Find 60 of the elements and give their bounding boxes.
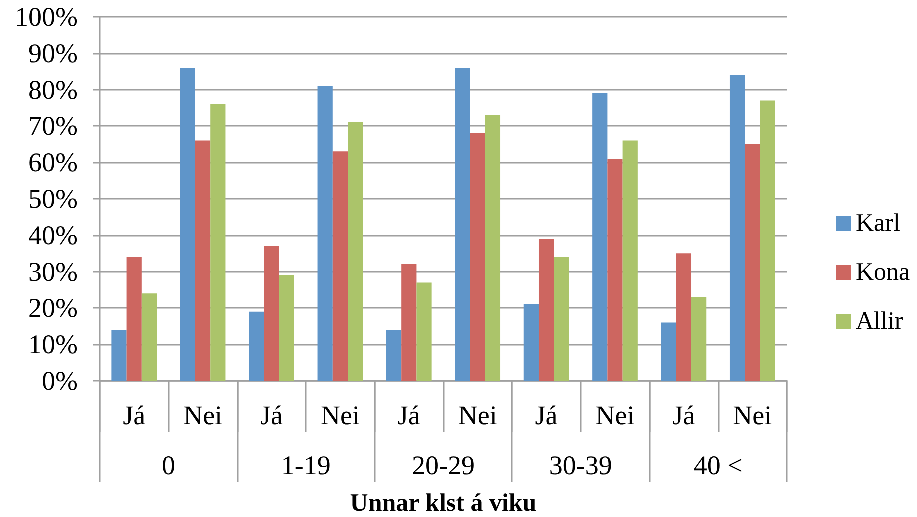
bar [524, 304, 539, 381]
bar [279, 275, 294, 381]
bar [348, 122, 364, 381]
bar [112, 330, 127, 381]
y-tick-label: 90% [28, 38, 78, 68]
bar [249, 312, 264, 381]
bar [745, 144, 760, 381]
bar [538, 239, 554, 381]
text: 30-39 [549, 450, 612, 480]
y-tick-label: 30% [28, 256, 78, 287]
bar [402, 264, 417, 381]
bar [386, 330, 402, 381]
y-tick-label: 50% [28, 184, 78, 214]
bar [416, 282, 432, 381]
bar [470, 133, 486, 381]
bar [554, 257, 570, 381]
x-tick-label: Nei [184, 400, 223, 430]
text: 1-19 [281, 450, 331, 480]
y-tick-label: 80% [28, 74, 78, 105]
x-tick-label: Nei [320, 400, 360, 430]
y-tick-label: 10% [28, 330, 78, 360]
y-tick-label: 0% [42, 366, 78, 396]
bar [760, 100, 776, 381]
x-axis-title: Unnar klst á viku [350, 490, 537, 517]
bar [661, 322, 676, 381]
bar [195, 140, 211, 381]
bar [676, 254, 692, 381]
legend-label: Allir [856, 308, 904, 335]
text: 20-29 [412, 450, 475, 480]
bar [332, 152, 348, 381]
bar [142, 294, 158, 381]
bar [264, 246, 280, 381]
y-tick-label: 100% [15, 2, 78, 32]
x-tick-label: Já [672, 400, 696, 430]
text: 0 [162, 450, 176, 480]
x-tick-label: Já [398, 400, 420, 430]
bar [622, 140, 638, 381]
bar [730, 75, 746, 381]
bar [485, 115, 501, 381]
bar [592, 93, 608, 381]
y-tick-label: 70% [28, 111, 78, 142]
bar [210, 104, 226, 381]
x-tick-label: Nei [458, 400, 498, 430]
bar [608, 158, 623, 381]
y-tick-label: 60% [28, 148, 78, 178]
bar [318, 86, 333, 381]
bar [126, 257, 142, 381]
x-tick-label: Já [123, 400, 146, 430]
bar [692, 297, 707, 381]
text: 40 < [694, 450, 743, 480]
legend-label: Kona [856, 259, 910, 286]
legend-label: Karl [856, 210, 900, 237]
bar [180, 68, 196, 381]
x-tick-label: Já [260, 400, 284, 430]
bar [455, 68, 470, 381]
x-tick-label: Nei [733, 400, 772, 430]
x-tick-label: Já [535, 400, 558, 430]
y-tick-label: 40% [28, 220, 78, 250]
y-tick-label: 20% [28, 293, 78, 324]
x-tick-label: Nei [596, 400, 635, 430]
